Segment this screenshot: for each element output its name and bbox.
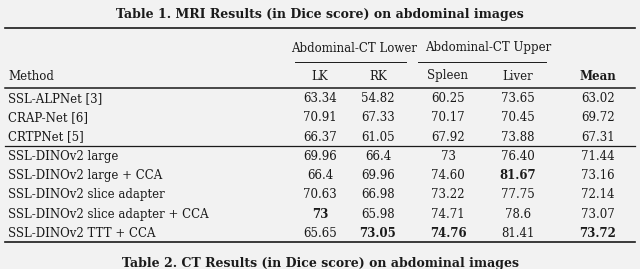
Text: 67.92: 67.92 bbox=[431, 130, 465, 144]
Text: CRTPNet [5]: CRTPNet [5] bbox=[8, 130, 84, 144]
Text: 73: 73 bbox=[312, 208, 328, 221]
Text: 66.4: 66.4 bbox=[307, 169, 333, 182]
Text: 81.41: 81.41 bbox=[501, 227, 534, 240]
Text: 65.98: 65.98 bbox=[361, 208, 395, 221]
Text: SSL-DINOv2 large + CCA: SSL-DINOv2 large + CCA bbox=[8, 169, 163, 182]
Text: 65.65: 65.65 bbox=[303, 227, 337, 240]
Text: 73.22: 73.22 bbox=[431, 188, 465, 201]
Text: Table 2. CT Results (in Dice score) on abdominal images: Table 2. CT Results (in Dice score) on a… bbox=[122, 257, 518, 269]
Text: 63.34: 63.34 bbox=[303, 92, 337, 105]
Text: 70.45: 70.45 bbox=[501, 111, 535, 124]
Text: RK: RK bbox=[369, 69, 387, 83]
Text: Table 1. MRI Results (in Dice score) on abdominal images: Table 1. MRI Results (in Dice score) on … bbox=[116, 8, 524, 21]
Text: 70.17: 70.17 bbox=[431, 111, 465, 124]
Text: SSL-ALPNet [3]: SSL-ALPNet [3] bbox=[8, 92, 102, 105]
Text: 76.40: 76.40 bbox=[501, 150, 535, 163]
Text: CRAP-Net [6]: CRAP-Net [6] bbox=[8, 111, 88, 124]
Text: 66.37: 66.37 bbox=[303, 130, 337, 144]
Text: 73.05: 73.05 bbox=[360, 227, 396, 240]
Text: 66.4: 66.4 bbox=[365, 150, 391, 163]
Text: 69.96: 69.96 bbox=[303, 150, 337, 163]
Text: SSL-DINOv2 slice adapter: SSL-DINOv2 slice adapter bbox=[8, 188, 164, 201]
Text: SSL-DINOv2 TTT + CCA: SSL-DINOv2 TTT + CCA bbox=[8, 227, 156, 240]
Text: SSL-DINOv2 slice adapter + CCA: SSL-DINOv2 slice adapter + CCA bbox=[8, 208, 209, 221]
Text: 66.98: 66.98 bbox=[361, 188, 395, 201]
Text: 63.02: 63.02 bbox=[581, 92, 615, 105]
Text: 67.33: 67.33 bbox=[361, 111, 395, 124]
Text: Abdominal-CT Upper: Abdominal-CT Upper bbox=[425, 41, 551, 55]
Text: 73: 73 bbox=[440, 150, 456, 163]
Text: 61.05: 61.05 bbox=[361, 130, 395, 144]
Text: LK: LK bbox=[312, 69, 328, 83]
Text: 77.75: 77.75 bbox=[501, 188, 535, 201]
Text: 74.60: 74.60 bbox=[431, 169, 465, 182]
Text: Mean: Mean bbox=[580, 69, 616, 83]
Text: Method: Method bbox=[8, 69, 54, 83]
Text: 81.67: 81.67 bbox=[500, 169, 536, 182]
Text: Abdominal-CT Lower: Abdominal-CT Lower bbox=[291, 41, 417, 55]
Text: 70.91: 70.91 bbox=[303, 111, 337, 124]
Text: 54.82: 54.82 bbox=[361, 92, 395, 105]
Text: 73.16: 73.16 bbox=[581, 169, 615, 182]
Text: 70.63: 70.63 bbox=[303, 188, 337, 201]
Text: 72.14: 72.14 bbox=[581, 188, 615, 201]
Text: 69.72: 69.72 bbox=[581, 111, 615, 124]
Text: 78.6: 78.6 bbox=[505, 208, 531, 221]
Text: 69.96: 69.96 bbox=[361, 169, 395, 182]
Text: 71.44: 71.44 bbox=[581, 150, 615, 163]
Text: Liver: Liver bbox=[502, 69, 533, 83]
Text: 73.72: 73.72 bbox=[580, 227, 616, 240]
Text: 60.25: 60.25 bbox=[431, 92, 465, 105]
Text: 73.07: 73.07 bbox=[581, 208, 615, 221]
Text: 73.88: 73.88 bbox=[501, 130, 535, 144]
Text: Spleen: Spleen bbox=[428, 69, 468, 83]
Text: SSL-DINOv2 large: SSL-DINOv2 large bbox=[8, 150, 118, 163]
Text: 74.76: 74.76 bbox=[429, 227, 467, 240]
Text: 67.31: 67.31 bbox=[581, 130, 615, 144]
Text: 73.65: 73.65 bbox=[501, 92, 535, 105]
Text: 74.71: 74.71 bbox=[431, 208, 465, 221]
